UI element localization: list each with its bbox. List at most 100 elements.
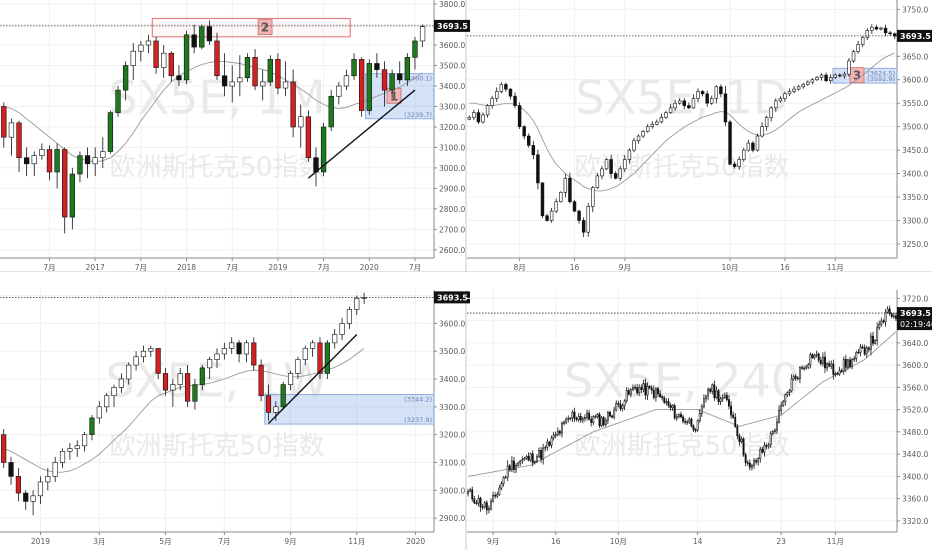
- candle-body: [486, 503, 487, 510]
- candle: [491, 96, 494, 109]
- candle-body: [497, 494, 498, 496]
- candle-body: [806, 82, 809, 84]
- candle-body: [749, 463, 750, 467]
- candle: [584, 414, 585, 421]
- candle: [547, 439, 548, 451]
- candle-body: [733, 164, 736, 166]
- candle-body: [547, 442, 548, 447]
- x-tick-label: 2019: [268, 263, 287, 272]
- candle: [514, 93, 517, 109]
- candle-body: [743, 439, 744, 455]
- candle-body: [877, 328, 878, 341]
- candle-body: [469, 490, 470, 491]
- candle: [490, 498, 491, 510]
- candle: [895, 313, 896, 321]
- candle: [340, 318, 345, 340]
- candle-body: [237, 78, 242, 82]
- candle-body: [568, 419, 569, 420]
- candle-body: [755, 461, 756, 462]
- candle-body: [753, 461, 754, 466]
- candle: [573, 200, 576, 212]
- watermark-name: 欧洲斯托克50指数: [109, 152, 324, 182]
- candle: [484, 501, 485, 509]
- candle: [578, 413, 579, 422]
- candle-body: [795, 377, 796, 379]
- candle: [788, 89, 791, 96]
- candle: [116, 86, 121, 117]
- candle-body: [695, 430, 696, 431]
- y-tick-label: 3400.0: [902, 472, 928, 481]
- candle-body: [472, 490, 473, 499]
- candle-body: [732, 415, 733, 417]
- candle: [93, 147, 98, 176]
- y-tick-label: 3000.0: [439, 486, 465, 495]
- x-tick-label: 14: [693, 537, 703, 546]
- candle: [509, 88, 512, 99]
- candle-body: [774, 430, 775, 431]
- candle: [259, 360, 264, 402]
- y-tick-label: 2900.0: [439, 514, 465, 523]
- chart-panel-bottom-left: SX5E, 1W欧洲斯托克50指数2900.03000.03100.03200.…: [0, 290, 470, 546]
- candle-body: [820, 360, 821, 364]
- y-tick-label: 3500.0: [902, 123, 928, 132]
- y-tick-label: 3300.0: [902, 216, 928, 225]
- candle: [837, 372, 838, 376]
- candle-body: [478, 498, 479, 503]
- candle-body: [619, 169, 622, 178]
- y-tick-label: 3300.0: [439, 102, 465, 111]
- y-tick-label: 3720.0: [902, 294, 928, 303]
- candle-body: [687, 422, 688, 423]
- candle-body: [618, 403, 619, 404]
- candle-body: [509, 466, 510, 470]
- candle-body: [895, 316, 896, 318]
- candle: [856, 351, 857, 362]
- candle-body: [699, 413, 700, 420]
- candle-body: [705, 396, 706, 399]
- candle-body: [222, 348, 227, 354]
- candle: [31, 490, 36, 515]
- x-tick-label: 11月: [827, 263, 844, 272]
- candle-body: [852, 52, 855, 61]
- candle: [843, 357, 844, 375]
- candle-body: [843, 74, 846, 76]
- candle-body: [659, 394, 660, 397]
- candle-body: [325, 343, 330, 374]
- candle: [517, 462, 518, 467]
- candle-body: [616, 403, 617, 410]
- candle-body: [751, 143, 754, 150]
- candle-body: [546, 216, 549, 221]
- candle-body: [776, 422, 777, 430]
- x-tick-label: 7月: [317, 263, 329, 272]
- candle-body: [829, 77, 832, 80]
- candle: [822, 352, 823, 366]
- candle: [868, 346, 869, 352]
- candle-body: [215, 354, 220, 360]
- candle: [879, 321, 880, 330]
- candle-body: [582, 419, 583, 421]
- candle-body: [38, 482, 43, 496]
- candle-body: [785, 395, 786, 402]
- last-price-label: 3693.5: [900, 309, 931, 318]
- candle: [852, 50, 855, 63]
- candle-body: [672, 405, 673, 407]
- candle-body: [207, 27, 212, 41]
- candle: [802, 83, 805, 89]
- candle-body: [665, 113, 668, 118]
- candle-body: [745, 455, 746, 463]
- candle-body: [789, 391, 790, 393]
- candle-body: [515, 465, 516, 469]
- candle: [557, 428, 558, 437]
- candle: [597, 413, 598, 419]
- candle-body: [259, 365, 264, 396]
- candle: [40, 143, 45, 159]
- candle-body: [669, 108, 672, 113]
- candle-body: [288, 373, 293, 384]
- candle: [808, 363, 809, 369]
- candle-body: [573, 202, 576, 211]
- candle: [866, 28, 869, 40]
- candle-body: [841, 370, 842, 371]
- candle: [511, 456, 512, 472]
- candle-body: [687, 106, 690, 108]
- candle: [199, 25, 204, 50]
- candle: [820, 357, 821, 366]
